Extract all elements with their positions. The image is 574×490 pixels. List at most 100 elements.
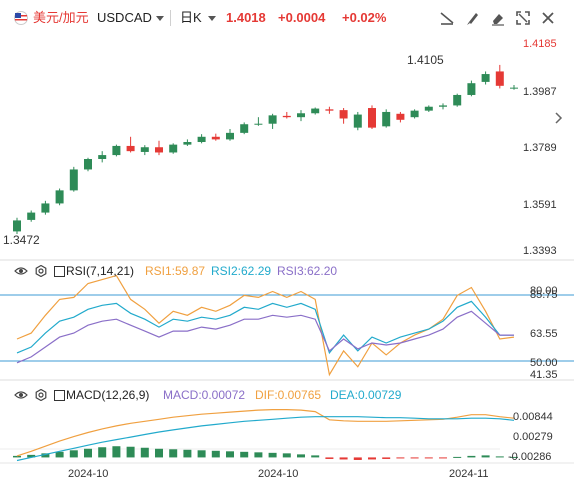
macd-histogram-bar [495,456,504,458]
symbol-dropdown-icon[interactable] [156,16,164,21]
macd-histogram-bar [467,455,476,458]
rsi-axis-label: 80.00 [530,285,558,297]
chevron-right-icon[interactable] [555,112,563,124]
macd-histogram-bar [453,456,462,458]
macd-histogram-bar [13,455,21,458]
macd-histogram-bar [240,451,249,458]
candle-body [211,136,220,140]
macd-histogram-bar [27,454,36,458]
period-dropdown-icon[interactable] [208,16,216,21]
rsi1-value: RSI1:59.87 [145,264,206,278]
rsi-axis-label: 63.55 [530,328,558,340]
fullscreen-icon[interactable] [513,8,533,28]
price-axis-label: 1.3591 [523,199,557,211]
candle-body [282,115,291,118]
macd-axis-label: 0.00844 [513,411,553,423]
candle-body [140,147,149,152]
candle-body [495,71,504,86]
close-icon[interactable] [538,8,558,28]
candle-body [183,142,192,145]
price-axis-label-top: 1.4185 [523,38,557,50]
candle-body [439,105,447,107]
candle-body [396,113,405,120]
candle-body [226,132,234,140]
candle-body [13,220,21,232]
macd-histogram-bar [41,453,50,458]
macd-histogram-bar [197,450,206,458]
macd-histogram-bar [481,455,490,458]
candle-body [240,124,249,133]
macd-histogram-bar [353,457,362,460]
eye-icon[interactable] [14,389,28,401]
candle-body [382,111,391,127]
candle-body [268,115,277,124]
macd-line-dif [16,409,515,457]
candle-body [297,113,305,118]
rsi-line-rsi2 [16,300,514,355]
macd-histogram-bar [69,450,78,458]
macd-histogram-bar [382,457,391,459]
macd-value: MACD:0.00072 [163,388,246,402]
eye-icon[interactable] [14,265,28,277]
macd-histogram-bar [112,446,121,458]
candle-body [126,145,135,152]
macd-histogram-bar [254,452,263,458]
price-axis-label: 1.3987 [523,86,557,98]
candle-body [410,110,419,118]
macd-histogram-bar [183,449,192,458]
symbol-code[interactable]: USDCAD [97,10,152,25]
last-price: 1.4018 [226,10,266,25]
candle-body [368,108,376,128]
candle-body [510,87,518,89]
dif-value: DIF:0.00765 [255,388,322,402]
macd-histogram-bar [126,446,135,458]
indicator-select-icon[interactable] [54,390,65,401]
low-price-marker: 1.3472 [3,233,40,247]
symbol-name[interactable]: 美元/加元 [33,10,89,25]
candle-body [55,190,64,204]
macd-histogram-bar [368,457,376,460]
macd-histogram-bar [268,452,277,458]
candle-body [155,147,163,153]
period-selector[interactable]: 日K [180,10,202,25]
candle-body [467,83,476,95]
macd-histogram-bar [311,455,320,458]
rsi-axis-label: 50.00 [530,357,558,369]
rsi-axis-label: 85.75 [530,289,558,301]
macd-histogram-bar [410,457,419,459]
macd-title[interactable]: MACD(12,26,9) [66,388,150,402]
time-axis-label: 2024-10 [68,468,109,480]
macd-histogram-bar [98,447,107,458]
candle-body [311,108,320,114]
line-tool-icon[interactable] [437,8,457,28]
gear-icon[interactable] [35,265,47,277]
macd-histogram-bar [226,451,234,458]
candle-body [169,144,178,153]
macd-histogram-bar [396,457,405,459]
price-axis-label: 1.3789 [523,142,557,154]
macd-histogram-bar [211,450,220,458]
rsi-axis-label: 41.35 [530,369,558,381]
candle-body [254,123,263,125]
brush-icon[interactable] [463,8,483,28]
macd-histogram-bar [424,457,433,459]
macd-histogram-bar [339,457,348,460]
eraser-icon[interactable] [488,8,508,28]
rsi-line-rsi1 [16,274,515,377]
high-price-marker: 1.4105 [407,53,444,67]
gear-icon[interactable] [35,389,47,401]
macd-histogram-bar [439,457,447,459]
candle-body [112,145,121,156]
candle-body [325,109,334,111]
rsi-title[interactable]: RSI(7,14,21) [66,264,135,278]
time-axis-label: 2024-10 [258,468,299,480]
candle-body [69,169,78,191]
toolbar-divider [170,10,171,26]
indicator-select-icon[interactable] [54,266,65,277]
macd-axis-label: 0.00279 [513,431,553,443]
macd-histogram-bar [297,454,305,458]
macd-histogram-bar [55,451,64,458]
macd-histogram-bar [84,448,92,458]
macd-histogram-bar [155,448,163,458]
